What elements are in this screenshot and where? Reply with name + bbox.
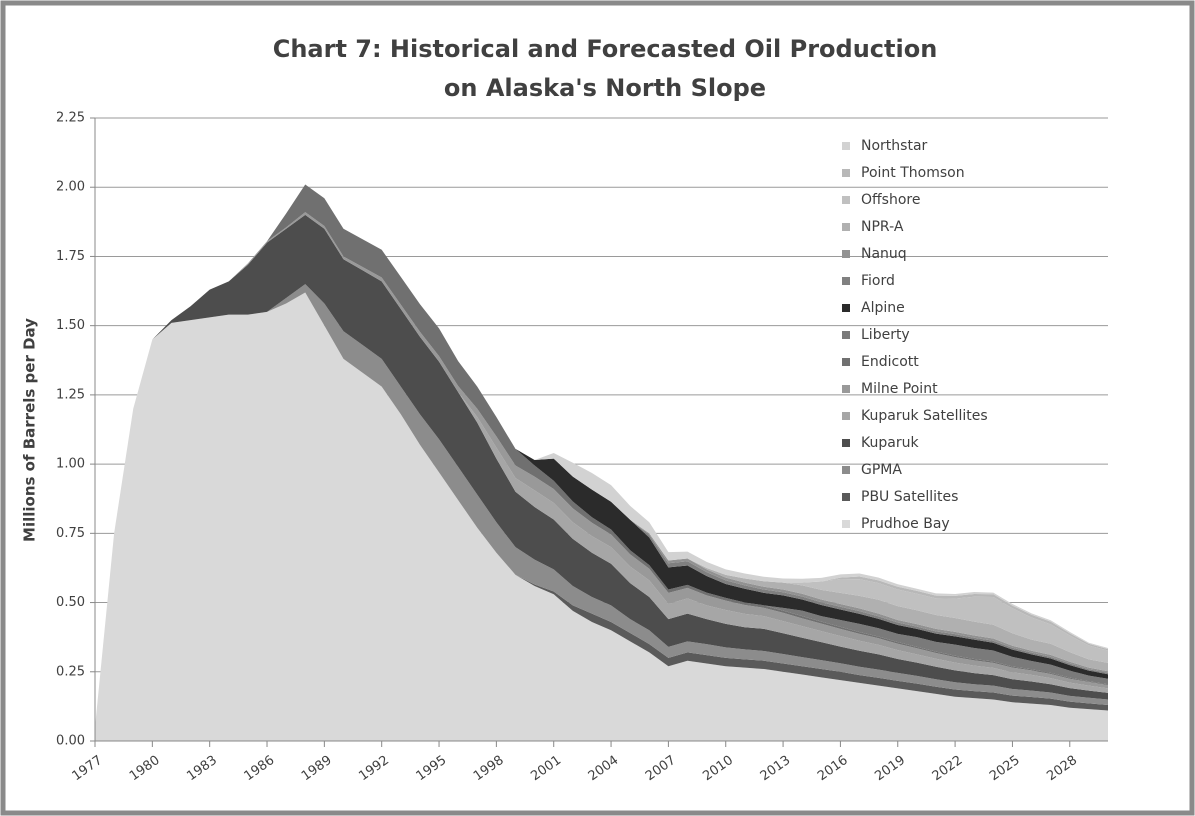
legend-label: Kuparuk Satellites (861, 408, 988, 424)
y-tick-label: 1.50 (56, 318, 85, 333)
legend-label: GPMA (861, 462, 902, 478)
legend-swatch (842, 250, 850, 258)
legend-label: Liberty (861, 327, 910, 343)
legend-swatch (842, 169, 850, 177)
legend-label: PBU Satellites (861, 489, 958, 505)
legend-swatch (842, 466, 850, 474)
legend-swatch (842, 412, 850, 420)
legend-swatch (842, 385, 850, 393)
legend-swatch (842, 520, 850, 528)
legend-swatch (842, 142, 850, 150)
legend-label: Nanuq (861, 246, 907, 262)
legend-label: Alpine (861, 300, 905, 316)
legend-label: Offshore (861, 192, 920, 208)
legend-swatch (842, 439, 850, 447)
legend-label: Fiord (861, 273, 895, 289)
y-axis-label: Millions of Barrels per Day (21, 318, 39, 542)
area (95, 292, 1108, 741)
y-tick-label: 0.25 (56, 664, 85, 679)
area (95, 214, 1108, 728)
legend-label: NPR-A (861, 219, 904, 235)
y-tick-label: 0.75 (56, 526, 85, 541)
y-tick-label: 1.25 (56, 387, 85, 402)
y-tick-label: 1.75 (56, 249, 85, 264)
legend-swatch (842, 223, 850, 231)
legend-swatch (842, 196, 850, 204)
legend-swatch (842, 304, 850, 312)
legend-label: Northstar (861, 138, 928, 154)
y-tick-label: 1.00 (56, 457, 85, 472)
legend-label: Milne Point (861, 381, 938, 397)
y-tick-label: 0.50 (56, 595, 85, 610)
area (95, 184, 1108, 728)
legend-label: Kuparuk (861, 435, 919, 451)
legend-label: Prudhoe Bay (861, 516, 950, 532)
legend-swatch (842, 358, 850, 366)
legend-swatch (842, 493, 850, 501)
y-tick-label: 2.00 (56, 180, 85, 195)
legend-label: Point Thomson (861, 165, 965, 181)
legend-swatch (842, 331, 850, 339)
legend-swatch (842, 277, 850, 285)
chart-title: on Alaska's North Slope (444, 74, 766, 102)
y-tick-label: 2.25 (56, 111, 85, 126)
chart-title: Chart 7: Historical and Forecasted Oil P… (273, 35, 938, 63)
legend-label: Endicott (861, 354, 919, 370)
y-tick-label: 0.00 (56, 734, 85, 749)
